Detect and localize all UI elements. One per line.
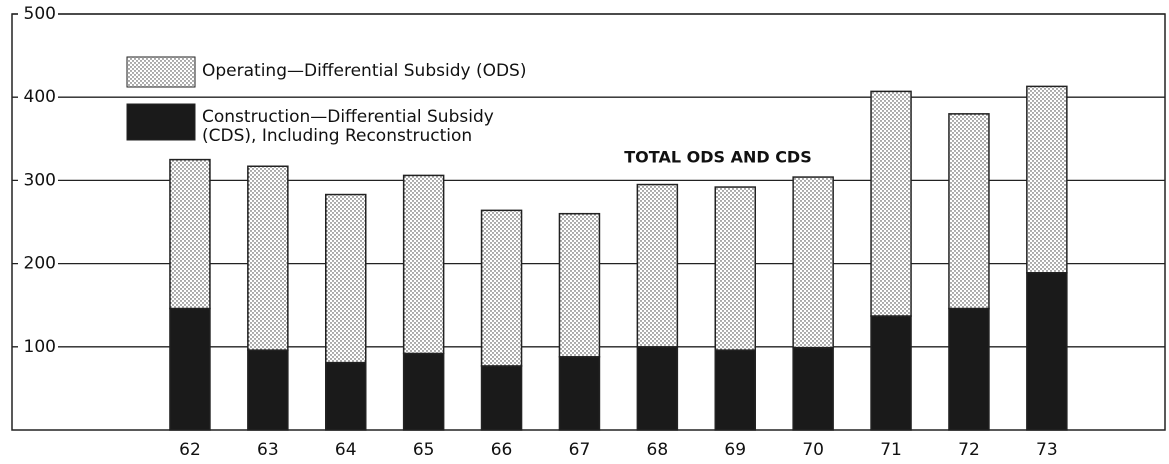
bar-segment bbox=[948, 113, 990, 310]
tick-label-bg bbox=[18, 87, 58, 108]
bar-segment bbox=[792, 176, 834, 349]
x-tick-label: 63 bbox=[257, 440, 279, 460]
bar-segment bbox=[169, 158, 211, 310]
x-tick-label: 72 bbox=[958, 440, 980, 460]
bar-segment bbox=[870, 90, 912, 317]
x-tick-label: 70 bbox=[802, 440, 824, 460]
x-tick-label: 65 bbox=[413, 440, 435, 460]
legend-label: Construction—Differential Subsidy (CDS),… bbox=[202, 107, 494, 146]
bar-segment bbox=[402, 174, 445, 355]
bar-segment bbox=[402, 352, 445, 431]
bar-segment bbox=[558, 212, 601, 358]
x-tick-label: 68 bbox=[647, 440, 669, 460]
x-tick-label: 71 bbox=[880, 440, 902, 460]
tick-label-bg bbox=[18, 170, 58, 191]
y-tick-label: 200 bbox=[24, 254, 56, 274]
legend-swatch bbox=[126, 103, 196, 141]
bar-segment bbox=[247, 349, 289, 431]
bar-segment bbox=[1026, 272, 1068, 431]
tick-label-bg bbox=[18, 336, 58, 357]
x-tick-label: 64 bbox=[335, 440, 357, 460]
bar-segment bbox=[948, 307, 990, 431]
bar-segment bbox=[1026, 85, 1068, 274]
bar-segment bbox=[714, 349, 756, 431]
bar-segment bbox=[636, 346, 679, 431]
y-tick-label: 300 bbox=[24, 170, 56, 190]
legend-label: Operating—Differential Subsidy (ODS) bbox=[202, 61, 527, 81]
bar-segment bbox=[558, 356, 601, 431]
x-tick-label: 62 bbox=[179, 440, 201, 460]
x-tick-label: 67 bbox=[569, 440, 591, 460]
x-tick-label: 69 bbox=[724, 440, 746, 460]
tick-label-bg bbox=[18, 253, 58, 274]
y-tick-label: 100 bbox=[24, 337, 56, 357]
bar-segment bbox=[325, 361, 367, 431]
bar-segment bbox=[714, 186, 756, 351]
bar-segment bbox=[247, 165, 289, 351]
x-tick-label: 66 bbox=[491, 440, 513, 460]
bar-segment bbox=[792, 346, 834, 431]
y-tick-label: 500 bbox=[24, 4, 56, 24]
bar-segment bbox=[870, 315, 912, 431]
tick-label-bg bbox=[18, 4, 58, 24]
x-tick-label: 73 bbox=[1036, 440, 1058, 460]
bar-segment bbox=[169, 307, 211, 431]
y-tick-label: 400 bbox=[24, 87, 56, 107]
bar-segment bbox=[636, 183, 679, 348]
legend-swatch bbox=[126, 56, 196, 88]
bar-segment bbox=[480, 209, 523, 367]
annotation: TOTAL ODS AND CDS bbox=[624, 148, 811, 167]
bar-segment bbox=[480, 365, 523, 431]
bar-segment bbox=[325, 193, 367, 364]
